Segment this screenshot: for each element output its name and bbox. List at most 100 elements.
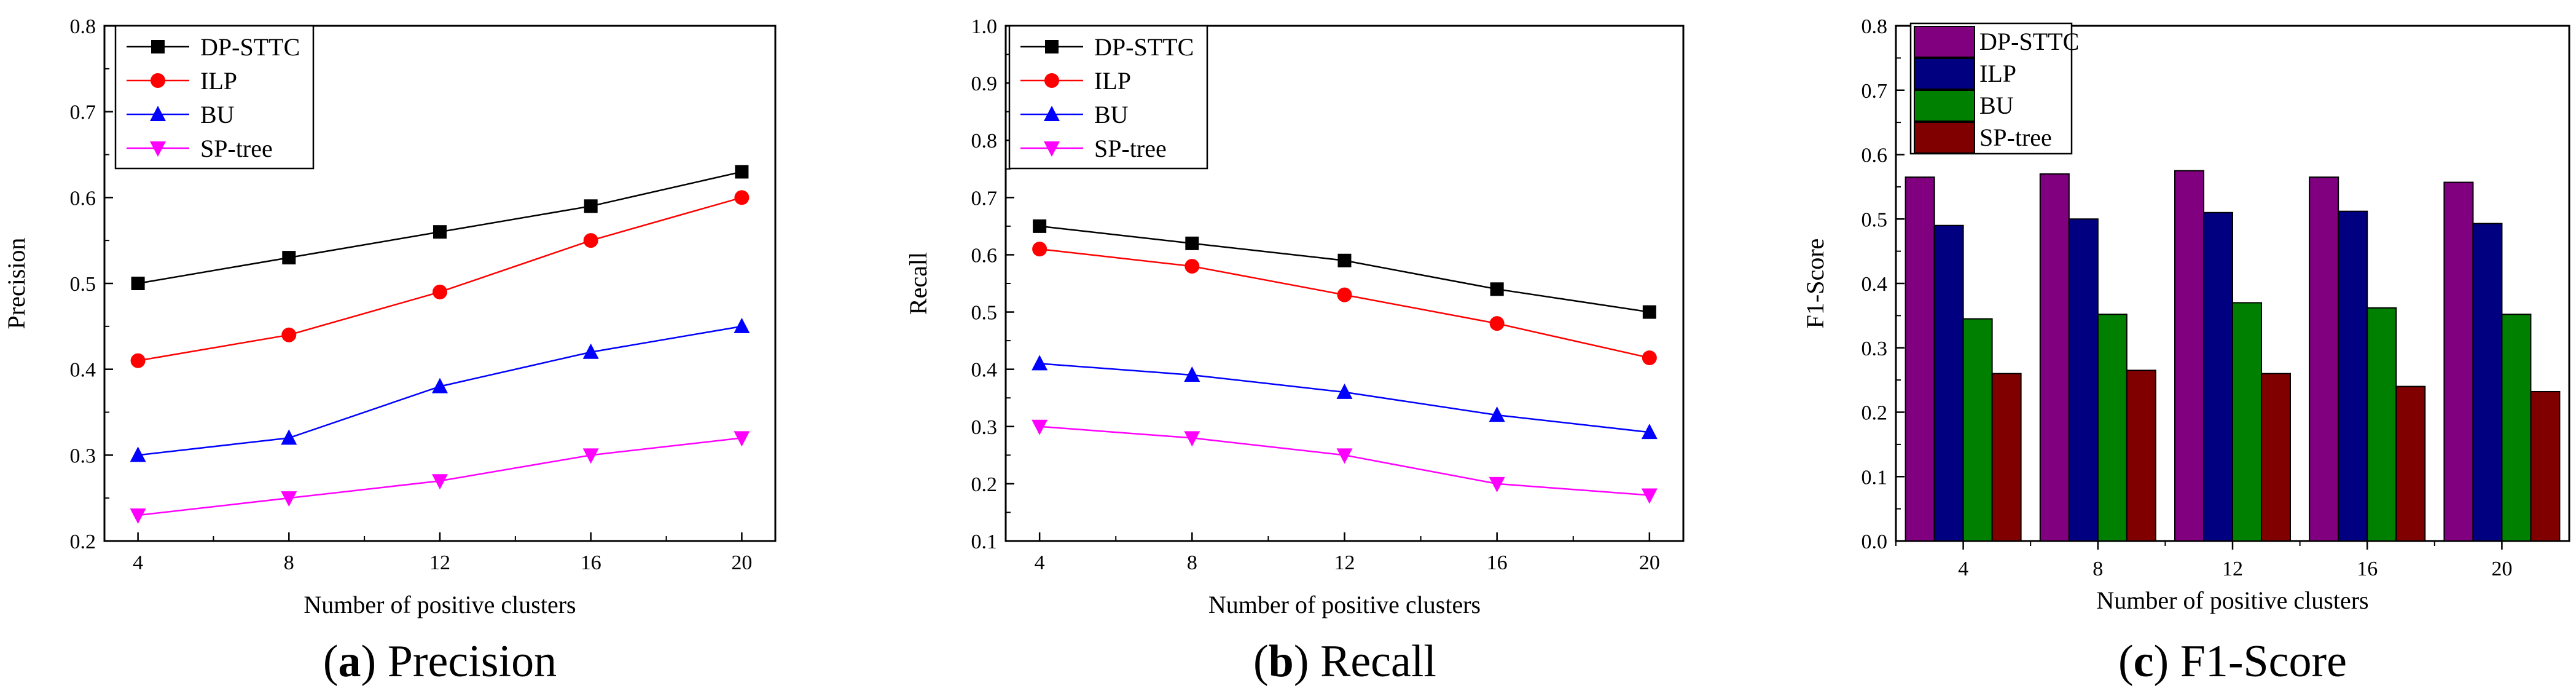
x-tick-label: 20 xyxy=(731,551,752,574)
data-point xyxy=(734,317,750,333)
legend-label: ILP xyxy=(1094,67,1131,95)
series-ilp xyxy=(1032,242,1657,366)
bar-dp-sttc xyxy=(2309,176,2339,542)
legend-marker xyxy=(150,141,166,157)
data-point xyxy=(1337,253,1352,267)
legend-swatch xyxy=(1914,58,1975,90)
y-tick-label: 0.4 xyxy=(971,359,998,382)
data-point xyxy=(281,327,297,342)
y-axis-label: Precision xyxy=(2,238,30,330)
y-tick-label: 0.9 xyxy=(971,73,998,95)
legend-label: SP-tree xyxy=(200,135,273,162)
legend-box xyxy=(114,25,315,170)
legend-label: DP-STTC xyxy=(1979,28,2079,55)
y-tick-label: 0.5 xyxy=(1862,208,1888,231)
caption-text: Recall xyxy=(1320,636,1436,687)
y-tick-label: 0.2 xyxy=(1862,402,1888,425)
data-point xyxy=(1641,488,1658,504)
caption-paren-open: ( xyxy=(323,636,339,687)
y-tick-label: 0.6 xyxy=(1862,144,1888,167)
legend-label: BU xyxy=(1094,101,1129,128)
legend-swatch xyxy=(1914,26,1975,58)
legend-label: SP-tree xyxy=(1094,135,1167,162)
data-point xyxy=(734,431,750,447)
y-tick-label: 0.0 xyxy=(1862,531,1888,553)
x-tick-label: 16 xyxy=(1487,551,1508,574)
bar-sp-tree xyxy=(1991,373,2022,542)
data-point xyxy=(432,377,448,393)
y-tick-label: 0.2 xyxy=(971,473,998,496)
series-line xyxy=(138,197,742,361)
x-axis-label: Number of positive clusters xyxy=(303,591,576,618)
y-tick-label: 0.6 xyxy=(70,187,96,210)
data-point xyxy=(281,429,297,445)
legend-label: DP-STTC xyxy=(1094,33,1194,61)
data-point xyxy=(582,343,599,359)
legend-label: BU xyxy=(200,101,235,128)
y-axis-label: Recall xyxy=(904,252,932,315)
y-tick-label: 0.7 xyxy=(70,101,96,124)
legend: DP-STTC ILP BU SP-tree xyxy=(1909,22,2079,155)
caption-paren-open: ( xyxy=(1253,636,1269,687)
y-tick-label: 0.4 xyxy=(1862,273,1888,296)
data-point xyxy=(1490,282,1504,296)
x-tick-label: 16 xyxy=(581,551,601,574)
x-tick-label: 8 xyxy=(284,551,294,574)
caption-letter: a xyxy=(339,636,361,687)
legend-marker xyxy=(1044,106,1060,121)
data-point xyxy=(735,165,749,179)
data-point xyxy=(734,190,750,205)
y-tick-label: 0.8 xyxy=(70,15,96,38)
y-axis-label: F1-Score xyxy=(1801,239,1829,329)
y-tick-label: 0.8 xyxy=(971,130,998,152)
bar-bu xyxy=(2232,302,2262,542)
data-point xyxy=(1032,242,1047,257)
data-point xyxy=(1184,366,1200,382)
y-tick-label: 0.2 xyxy=(70,531,96,553)
legend-marker xyxy=(151,40,165,53)
series-dp-sttc xyxy=(1033,219,1656,319)
y-tick-label: 0.5 xyxy=(971,302,998,325)
caption: (a) Precision xyxy=(323,636,557,687)
legend-label: DP-STTC xyxy=(200,33,300,61)
bar-sp-tree xyxy=(2261,373,2291,542)
data-point xyxy=(584,199,598,213)
y-tick-label: 1.0 xyxy=(971,15,998,38)
y-tick-label: 0.7 xyxy=(1862,80,1888,103)
legend-marker xyxy=(1044,73,1059,88)
x-axis-label: Number of positive clusters xyxy=(2096,586,2368,614)
x-tick-label: 12 xyxy=(2222,558,2243,580)
bar-dp-sttc xyxy=(1905,176,1935,542)
bar-ilp xyxy=(2472,223,2503,542)
y-tick-label: 0.4 xyxy=(70,359,96,382)
data-point xyxy=(131,277,145,290)
x-tick-label: 8 xyxy=(1187,551,1197,574)
bar-bu xyxy=(1962,318,1993,542)
data-point xyxy=(1336,448,1353,464)
data-point xyxy=(1184,259,1200,274)
y-tick-label: 0.3 xyxy=(971,416,998,439)
caption-text: F1-Score xyxy=(2180,636,2347,687)
bar-bu xyxy=(2367,307,2397,542)
data-point xyxy=(130,508,146,524)
y-tick-label: 0.1 xyxy=(1862,466,1888,489)
data-point xyxy=(282,251,296,265)
data-point xyxy=(1032,355,1048,371)
x-tick-label: 16 xyxy=(2357,558,2378,580)
data-point xyxy=(130,446,146,462)
data-point xyxy=(1489,476,1505,492)
x-axis-label: Number of positive clusters xyxy=(1208,591,1481,618)
caption-text: Precision xyxy=(388,636,557,687)
x-tick-label: 4 xyxy=(1958,558,1968,580)
data-point xyxy=(1337,287,1352,302)
data-point xyxy=(1489,406,1505,422)
data-point xyxy=(582,448,599,464)
legend-marker xyxy=(1044,141,1060,157)
bar-ilp xyxy=(2068,218,2099,542)
legend-label: ILP xyxy=(1979,60,2016,87)
bar-dp-sttc xyxy=(2039,173,2070,542)
series-bu xyxy=(1032,355,1658,440)
y-tick-label: 0.8 xyxy=(1862,15,1888,38)
series-sp-tree xyxy=(1032,419,1658,504)
